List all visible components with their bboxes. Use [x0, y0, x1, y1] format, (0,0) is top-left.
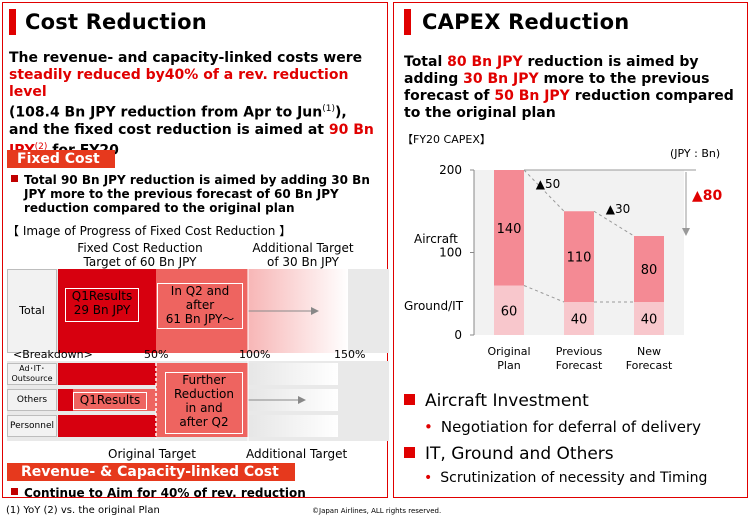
bar-value-label: 60	[501, 304, 518, 319]
bar-ground-it-0	[494, 285, 524, 335]
cost-reduction-panel: Cost Reduction The revenue- and capacity…	[2, 2, 389, 500]
further-reduction-box: Further Reduction in and after Q2	[165, 372, 243, 434]
pct-100-label: 100%	[239, 348, 271, 361]
lead-line-2: steadily reduced by40% of a rev. reducti…	[9, 67, 349, 100]
fixed-cost-header: Fixed Cost	[7, 150, 115, 168]
category-label: Previous	[556, 345, 603, 358]
lead-line-4: and the fixed cost reduction is aimed at…	[9, 121, 374, 138]
category-label: Plan	[497, 359, 520, 372]
title-accent	[404, 9, 411, 35]
delta-total-label: ▲80	[692, 188, 723, 204]
cost-reduction-title: Cost Reduction	[25, 10, 207, 34]
aircraft-row-label: Aircraft	[414, 232, 458, 246]
fixed-target-label: Fixed Cost Reduction Target of 60 Bn JPY	[77, 241, 203, 269]
y-tick-label: 100	[439, 246, 462, 260]
bar-value-label: 40	[641, 313, 658, 328]
bar-aircraft-0	[494, 170, 524, 286]
dot-bullet-icon: •	[424, 470, 433, 486]
bar-ground-it-1	[564, 302, 594, 335]
capex-reduction-panel: CAPEX Reduction Total 80 Bn JPY reductio…	[393, 2, 748, 498]
additional-target-label: Additional Target of 30 Bn JPY	[252, 241, 354, 269]
fixed-cost-bullet: Total 90 Bn JPY reduction is aimed by ad…	[11, 173, 386, 215]
category-label: New	[637, 345, 661, 358]
row-label-others: Others	[7, 389, 57, 411]
bullet-square-icon	[11, 175, 18, 182]
bar-value-label: 140	[497, 222, 522, 237]
aircraft-investment-sub: • Negotiation for deferral of delivery	[424, 418, 702, 436]
category-label: Original	[487, 345, 530, 358]
ground-connector	[523, 285, 565, 303]
q1-small-box: Q1Results	[73, 392, 147, 410]
category-label: Forecast	[626, 359, 673, 372]
y-tick-label: 0	[454, 328, 462, 342]
total-row-label: Total	[7, 269, 57, 353]
copyright: ©Japan Airlines, ALL rights reserved.	[312, 507, 442, 515]
capex-reduction-title: CAPEX Reduction	[422, 10, 630, 34]
bullet-square-icon	[11, 488, 18, 495]
pct-150-label: 150%	[334, 348, 366, 361]
lead-line-3: (108.4 Bn JPY reduction from Apr to Jun(…	[9, 104, 347, 121]
breakdown-label: <Breakdown>	[13, 348, 93, 361]
total-arrow-head	[682, 228, 690, 236]
pct-50-label: 50%	[144, 348, 169, 361]
bar-ground-it-2	[634, 302, 664, 335]
row-label-personnel: Personnel	[7, 415, 57, 437]
row-label-ad-it: Ad･IT･Outsource	[7, 363, 57, 385]
square-bullet-icon	[404, 394, 415, 405]
revenue-bullet: Continue to Aim for 40% of rev. reductio…	[11, 486, 306, 500]
square-bullet-icon	[404, 447, 415, 458]
step-connector	[593, 210, 635, 237]
bar-aircraft-1	[564, 211, 594, 302]
title-accent	[9, 9, 16, 35]
footnote: (1) YoY (2) vs. the original Plan	[6, 505, 160, 516]
y-tick-label: 200	[439, 163, 462, 177]
aircraft-investment-bullet: Aircraft Investment	[404, 391, 589, 411]
unit-label: (JPY : Bn)	[670, 147, 721, 160]
category-label: Forecast	[556, 359, 603, 372]
bar-aircraft-2	[634, 236, 664, 302]
bar-value-label: 40	[571, 313, 588, 328]
delta-label-50: ▲50	[536, 177, 561, 191]
lead-line-1: The revenue- and capacity-linked costs w…	[9, 50, 363, 66]
delta-label-30: ▲30	[606, 202, 631, 216]
additional-target-bottom-label: Additional Target	[246, 447, 348, 461]
dot-bullet-icon: •	[424, 418, 433, 436]
it-ground-bullet: IT, Ground and Others	[404, 444, 614, 464]
capex-lead-text: Total 80 Bn JPY reduction is aimed by ad…	[404, 54, 734, 121]
capex-caption: 【FY20 CAPEX】	[402, 133, 491, 146]
bar-value-label: 80	[641, 263, 658, 278]
it-ground-sub: • Scrutinization of necessity and Timing	[424, 470, 708, 486]
revenue-cost-header: Revenue- & Capacity-linked Cost	[7, 463, 295, 481]
bar-value-label: 110	[567, 251, 592, 266]
ground-row-label: Ground/IT	[404, 299, 464, 313]
capex-chart: 010020060140OriginalPlan40110PreviousFor…	[439, 163, 723, 372]
q2-after-box: In Q2 and after 61 Bn JPY～	[157, 283, 243, 329]
original-target-label: Original Target	[108, 447, 196, 461]
q1-results-box: Q1Results 29 Bn JPY	[65, 288, 139, 322]
cost-lead-text: The revenue- and capacity-linked costs w…	[9, 50, 387, 159]
image-caption: 【 Image of Progress of Fixed Cost Reduct…	[7, 224, 292, 238]
